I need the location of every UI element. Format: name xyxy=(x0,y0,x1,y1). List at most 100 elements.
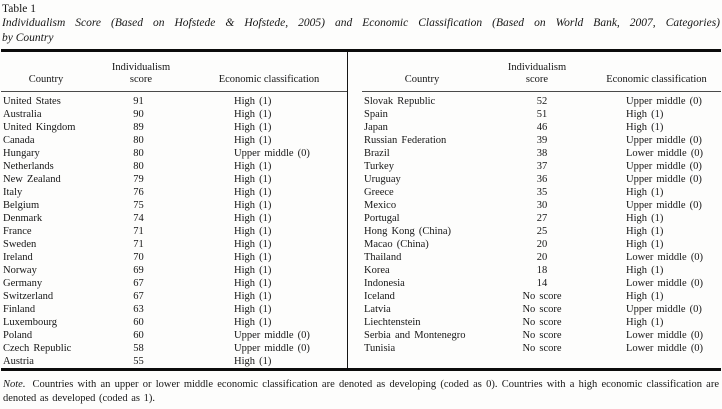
right-header-individualism-score: Individualism score xyxy=(507,62,567,85)
table-title-line1: Individualism Score (Based on Hofstede &… xyxy=(2,17,720,29)
score-cell: 30 xyxy=(536,200,548,211)
country-cell: Switzerland xyxy=(3,291,54,302)
classification-cell: Upper middle (0) xyxy=(626,135,702,146)
classification-cell: Upper middle (0) xyxy=(626,200,702,211)
score-cell: 38 xyxy=(536,148,548,159)
classification-cell: High (1) xyxy=(234,161,272,172)
score-cell: 89 xyxy=(133,122,144,133)
country-cell: Liechtenstein xyxy=(364,317,421,328)
classification-cell: High (1) xyxy=(234,109,272,120)
score-cell: 20 xyxy=(536,239,548,250)
country-cell: Slovak Republic xyxy=(364,96,436,107)
classification-cell: Upper middle (0) xyxy=(234,343,310,354)
classification-cell: High (1) xyxy=(626,109,664,120)
right-header-economic-classification: Economic classification xyxy=(606,74,707,85)
country-cell: Hong Kong (China) xyxy=(364,226,451,237)
table-row: Ireland 70 High (1) xyxy=(1,251,347,264)
table-row: Portugal 27 High (1) xyxy=(362,212,721,225)
table-row: Hong Kong (China) 25 High (1) xyxy=(362,225,721,238)
classification-cell: Upper middle (0) xyxy=(626,304,702,315)
table-number-label: Table 1 xyxy=(2,3,37,15)
score-cell: 37 xyxy=(536,161,548,172)
classification-cell: High (1) xyxy=(626,187,664,198)
table-row: Australia 90 High (1) xyxy=(1,108,347,121)
classification-cell: High (1) xyxy=(626,317,664,328)
country-cell: Mexico xyxy=(364,200,397,211)
country-cell: Denmark xyxy=(3,213,43,224)
score-cell: 80 xyxy=(133,161,144,172)
table-top-rule xyxy=(1,49,721,52)
classification-cell: High (1) xyxy=(234,265,272,276)
score-cell: 60 xyxy=(133,317,144,328)
country-cell: Ireland xyxy=(3,252,33,263)
classification-cell: Upper middle (0) xyxy=(234,330,310,341)
table-row: Serbia and Montenegro No score Lower mid… xyxy=(362,329,721,342)
score-cell: No score xyxy=(522,343,562,354)
score-cell: No score xyxy=(522,304,562,315)
score-cell: 46 xyxy=(536,122,548,133)
country-cell: Portugal xyxy=(364,213,400,224)
left-header-individualism-score: Individualism score xyxy=(111,62,171,85)
score-cell: 18 xyxy=(536,265,548,276)
classification-cell: High (1) xyxy=(626,213,664,224)
country-cell: Serbia and Montenegro xyxy=(364,330,466,341)
table-row: Denmark 74 High (1) xyxy=(1,212,347,225)
classification-cell: High (1) xyxy=(234,200,272,211)
classification-cell: High (1) xyxy=(234,213,272,224)
classification-cell: High (1) xyxy=(234,304,272,315)
table-row: Sweden 71 High (1) xyxy=(1,238,347,251)
right-rows: Slovak Republic 52 Upper middle (0) Spai… xyxy=(362,92,721,355)
table-row: Thailand 20 Lower middle (0) xyxy=(362,251,721,264)
table-row: Tunisia No score Lower middle (0) xyxy=(362,342,721,355)
score-cell: No score xyxy=(522,317,562,328)
score-cell: 75 xyxy=(133,200,144,211)
score-cell: 80 xyxy=(133,148,144,159)
classification-cell: High (1) xyxy=(234,239,272,250)
table-row: Iceland No score High (1) xyxy=(362,290,721,303)
score-cell: 71 xyxy=(133,239,144,250)
classification-cell: High (1) xyxy=(234,122,272,133)
score-cell: 71 xyxy=(133,226,144,237)
country-cell: United Kingdom xyxy=(3,122,76,133)
score-cell: 35 xyxy=(536,187,548,198)
score-cell: 70 xyxy=(133,252,144,263)
classification-cell: High (1) xyxy=(234,174,272,185)
country-cell: New Zealand xyxy=(3,174,61,185)
country-cell: Thailand xyxy=(364,252,402,263)
country-cell: Russian Federation xyxy=(364,135,447,146)
table-row: New Zealand 79 High (1) xyxy=(1,173,347,186)
classification-cell: High (1) xyxy=(234,291,272,302)
classification-cell: High (1) xyxy=(626,239,664,250)
table-row: Germany 67 High (1) xyxy=(1,277,347,290)
country-cell: Turkey xyxy=(364,161,394,172)
table-row: Latvia No score Upper middle (0) xyxy=(362,303,721,316)
classification-cell: High (1) xyxy=(234,96,272,107)
score-cell: 90 xyxy=(133,109,144,120)
table-row: Austria 55 High (1) xyxy=(1,355,347,368)
table-row: Korea 18 High (1) xyxy=(362,264,721,277)
table-bottom-rule xyxy=(1,368,721,371)
left-header-economic-classification: Economic classification xyxy=(218,74,320,85)
country-cell: Canada xyxy=(3,135,35,146)
table-row: Poland 60 Upper middle (0) xyxy=(1,329,347,342)
left-header-row: Country Individualism score Economic cla… xyxy=(1,52,347,92)
country-cell: Italy xyxy=(3,187,23,198)
score-cell: 58 xyxy=(133,343,144,354)
country-cell: Norway xyxy=(3,265,37,276)
classification-cell: Lower middle (0) xyxy=(626,343,704,354)
score-cell: 20 xyxy=(536,252,548,263)
country-cell: Germany xyxy=(3,278,43,289)
score-cell: 63 xyxy=(133,304,144,315)
table-left-half: Country Individualism score Economic cla… xyxy=(1,52,348,368)
country-cell: United States xyxy=(3,96,61,107)
table-row: Luxembourg 60 High (1) xyxy=(1,316,347,329)
table-row: Italy 76 High (1) xyxy=(1,186,347,199)
classification-cell: High (1) xyxy=(234,356,272,367)
table-row: Turkey 37 Upper middle (0) xyxy=(362,160,721,173)
score-cell: 76 xyxy=(133,187,144,198)
score-cell: 52 xyxy=(536,96,548,107)
classification-cell: High (1) xyxy=(626,226,664,237)
table-row: Indonesia 14 Lower middle (0) xyxy=(362,277,721,290)
country-cell: Luxembourg xyxy=(3,317,58,328)
classification-cell: Upper middle (0) xyxy=(626,96,702,107)
